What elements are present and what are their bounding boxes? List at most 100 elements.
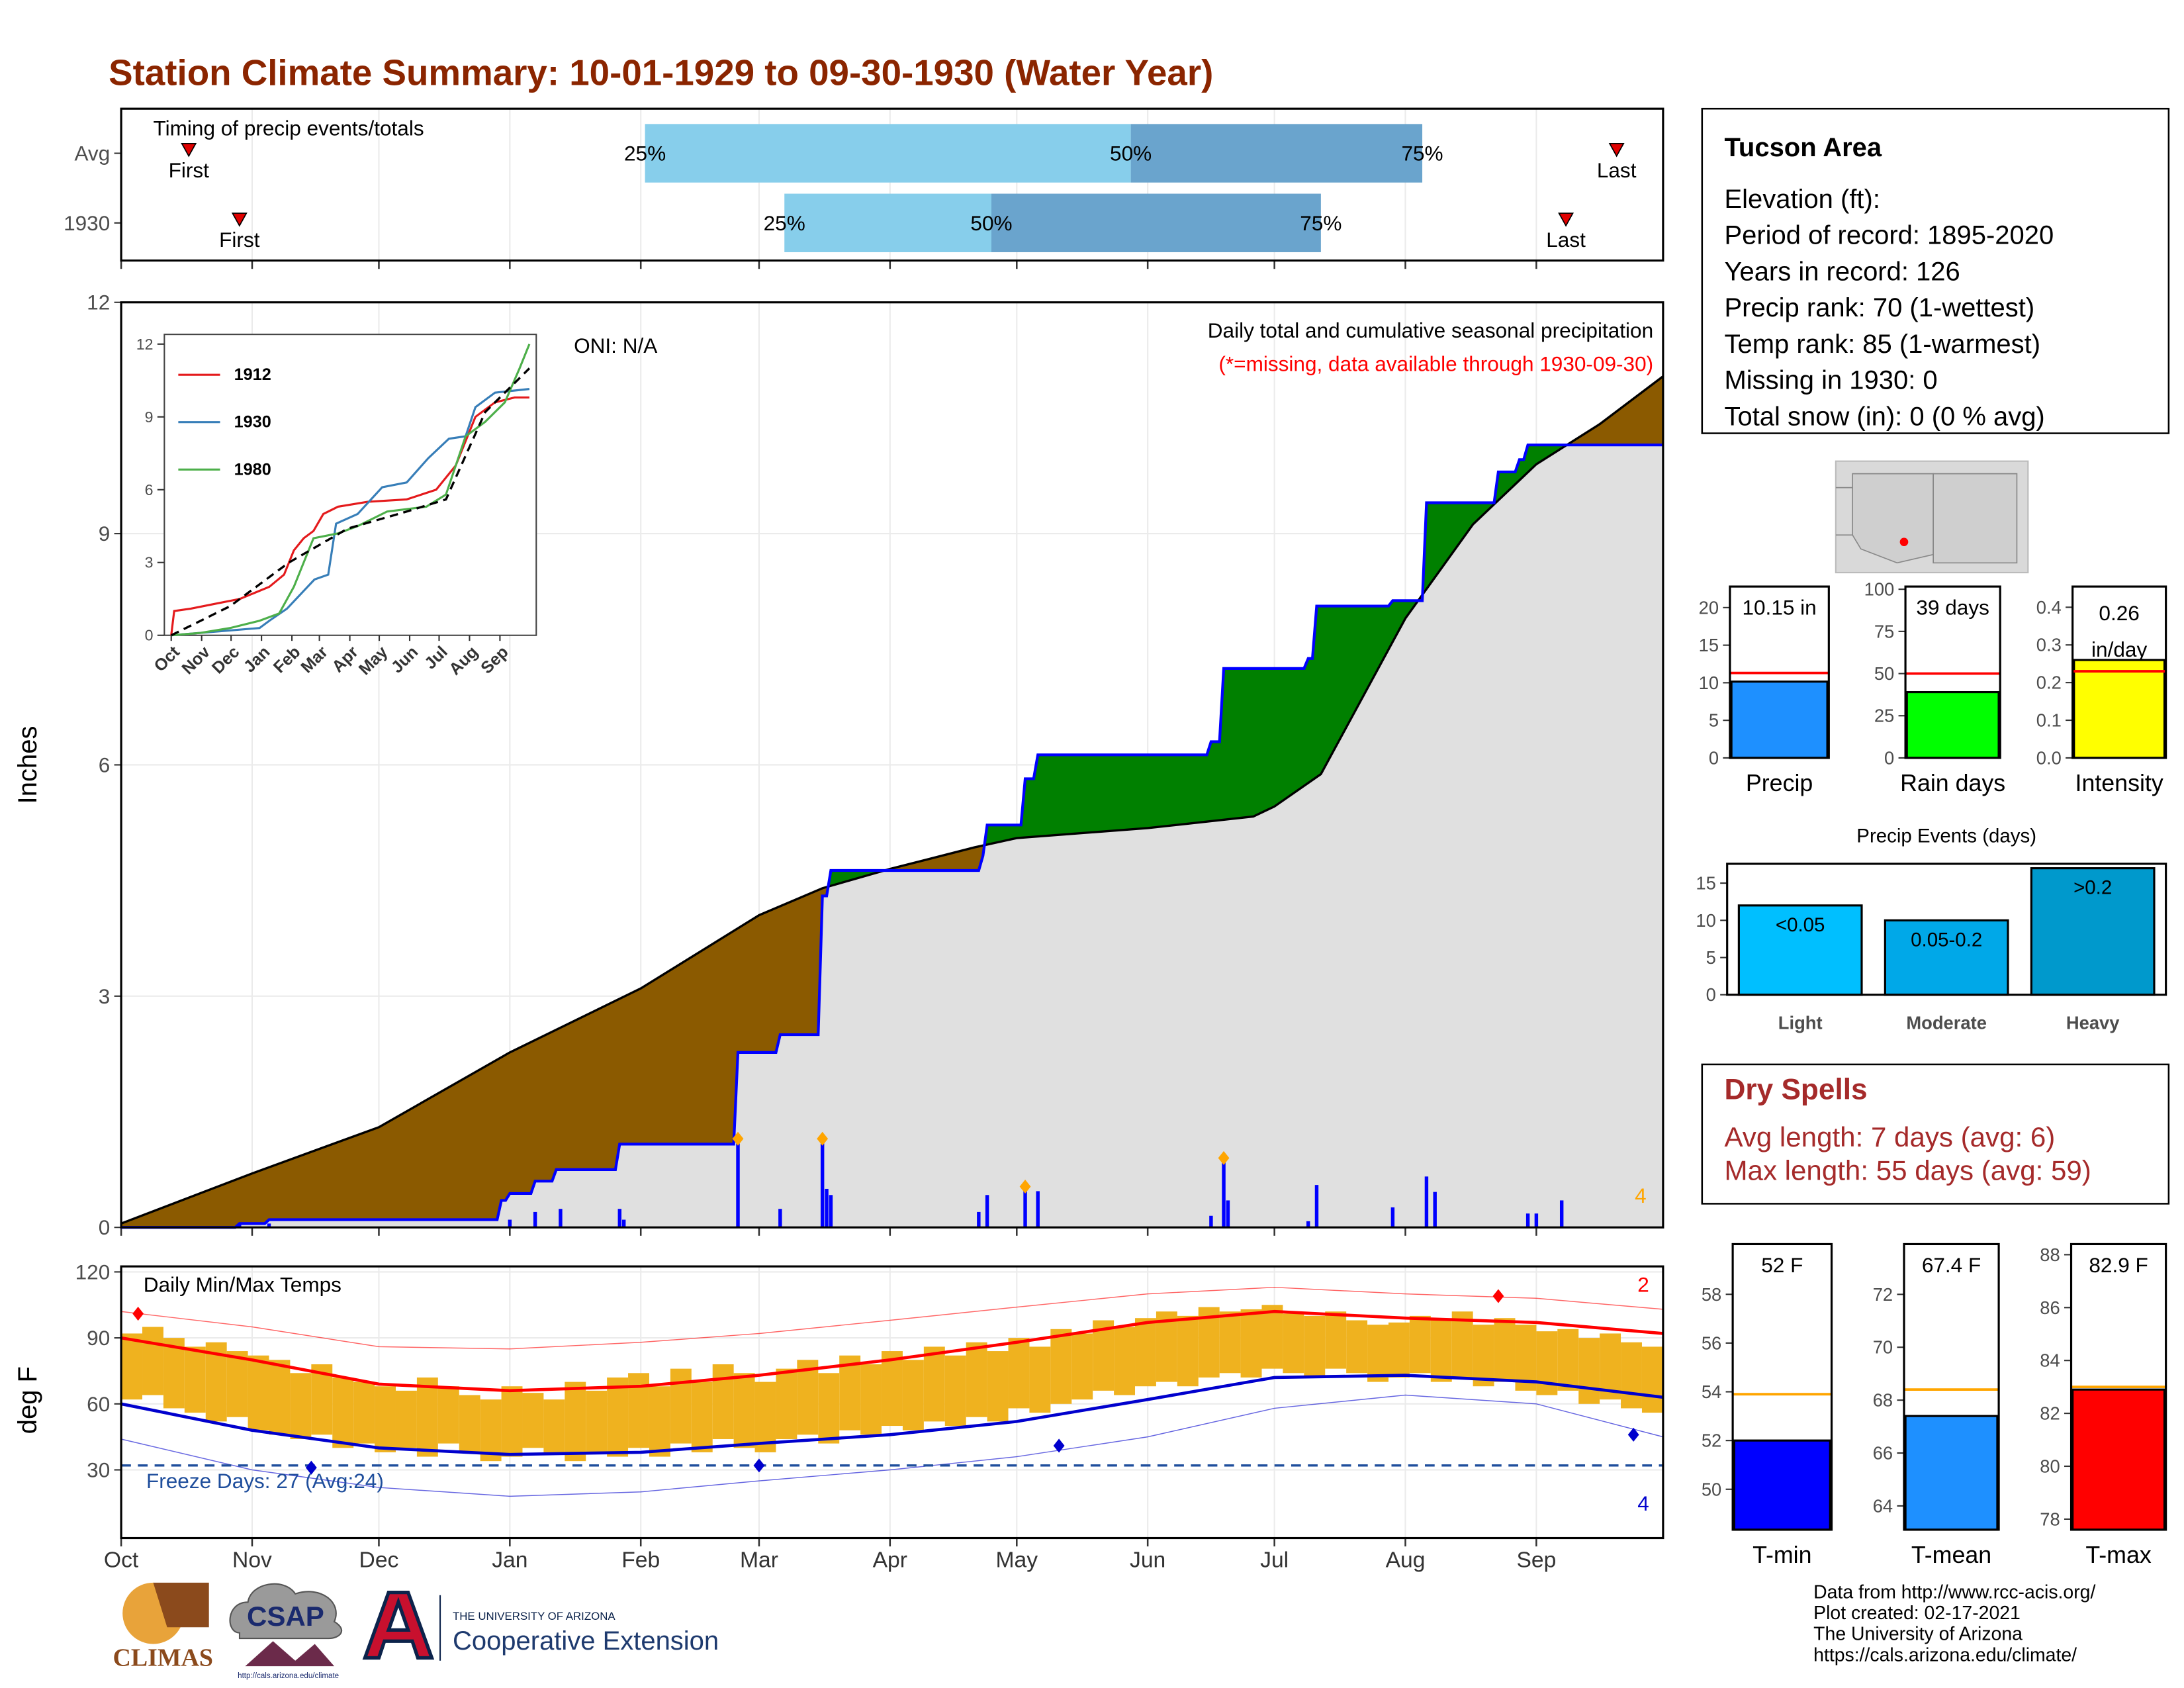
- daily-temp-bar: [691, 1382, 713, 1452]
- daily-temp-bar: [1050, 1329, 1072, 1404]
- y-tick-label: 6: [145, 481, 154, 498]
- timing-title: Timing of precip events/totals: [154, 117, 424, 140]
- daily-temp-bar: [1219, 1311, 1241, 1374]
- daily-temp-bar: [1641, 1346, 1663, 1413]
- quartile-label: 50%: [970, 211, 1012, 235]
- y-tick-label: 15: [1699, 635, 1719, 655]
- daily-temp-bar: [712, 1364, 734, 1439]
- y-tick-label: 78: [2040, 1509, 2060, 1529]
- freeze-label: Freeze Days: 27 (Avg:24): [146, 1469, 384, 1493]
- daily-temp-bar: [416, 1377, 438, 1457]
- daily-precip-bar: [1209, 1215, 1213, 1228]
- daily-temp-bar: [1135, 1318, 1156, 1387]
- legend-label: 1980: [234, 460, 271, 479]
- climas-logo-text: CLIMAS: [113, 1644, 213, 1672]
- daily-precip-bar: [1306, 1221, 1310, 1228]
- bar-border: [1729, 585, 1830, 759]
- daily-precip-bar: [267, 1223, 271, 1228]
- y-tick-label: 90: [87, 1326, 110, 1350]
- x-tick-label: May: [995, 1548, 1038, 1573]
- info-lines: Elevation (ft): Period of record: 1895-20…: [1724, 185, 2054, 431]
- csap-cloud: [229, 1583, 343, 1640]
- daily-temp-bar: [839, 1355, 861, 1430]
- category-label: T-min: [1752, 1542, 1811, 1568]
- daily-precip-bar: [1036, 1191, 1040, 1228]
- bar: [1884, 919, 2009, 996]
- daily-temp-bar: [1177, 1315, 1199, 1387]
- daily-precip-bar: [977, 1211, 981, 1228]
- info-line: Years in record: 126: [1724, 257, 1960, 286]
- record-low-marker: [753, 1458, 765, 1473]
- y-tick-label: 66: [1873, 1443, 1893, 1464]
- value-label: 39 days: [1916, 596, 1989, 620]
- x-tick-label: Jul: [1260, 1548, 1289, 1573]
- y-tick-label: 70: [1873, 1337, 1893, 1358]
- credit-line: Data from http://www.rcc-acis.org/: [1813, 1582, 2095, 1603]
- category-label: Moderate: [1906, 1012, 1987, 1033]
- daily-temp-bar: [818, 1373, 840, 1444]
- y-tick-label: 64: [1873, 1495, 1893, 1516]
- category-label: Intensity: [2075, 770, 2163, 796]
- daily-temp-bar: [987, 1351, 1009, 1422]
- y-tick-label: 6: [99, 753, 111, 776]
- top-event-marker: [732, 1131, 744, 1146]
- record-min-line: [120, 1394, 1664, 1497]
- daily-precip-bar: [1424, 1176, 1429, 1228]
- observed-cumulative-line: [121, 444, 1663, 1229]
- quartile-label: 75%: [1401, 142, 1443, 165]
- extension-text: Cooperative Extension: [453, 1626, 719, 1656]
- daily-precip-bar: [1559, 1200, 1564, 1228]
- daily-temp-bar: [1621, 1342, 1642, 1409]
- climas-logo-shape: [153, 1582, 209, 1628]
- daily-precip-bar: [1390, 1207, 1395, 1228]
- y-tick-label: 52: [1702, 1430, 1721, 1451]
- daily-temp-bar: [395, 1390, 417, 1448]
- daily-temp-bar: [565, 1382, 586, 1462]
- top-event-marker: [817, 1131, 829, 1146]
- map-border: [1835, 487, 1853, 536]
- y-tick-label: 9: [99, 522, 111, 545]
- daily-temp-bar: [1473, 1325, 1494, 1387]
- csap-logo-text: CSAP: [247, 1601, 324, 1632]
- x-tick-label: Sep: [1516, 1548, 1556, 1573]
- y-tick-label: 72: [1873, 1284, 1893, 1305]
- category-label: Precip: [1746, 770, 1813, 796]
- credits: Data from http://www.rcc-acis.org/Plot c…: [1813, 1582, 2095, 1666]
- daily-temp-bar: [607, 1377, 629, 1457]
- daily-precip-bar: [617, 1209, 622, 1228]
- x-tick-label: Apr: [873, 1548, 907, 1573]
- daily-temp-bar: [522, 1393, 544, 1448]
- daily-temp-bar: [459, 1395, 480, 1452]
- y-tick-label: 1930: [64, 211, 110, 235]
- location-map: [1835, 460, 2029, 574]
- value-label: 82.9 F: [2089, 1253, 2148, 1277]
- csap-url: http://cals.arizona.edu/climate: [238, 1672, 339, 1680]
- category-label: T-mean: [1911, 1542, 1991, 1568]
- record-low-marker: [305, 1460, 317, 1475]
- event-marker: [181, 142, 197, 158]
- csap-mountains: [245, 1641, 335, 1667]
- category-label: T-max: [2085, 1542, 2151, 1568]
- dry-spells-lines: Avg length: 7 days (avg: 6)Max length: 5…: [1724, 1121, 2091, 1186]
- daily-precip-bar: [1314, 1185, 1319, 1228]
- inset-frame: [163, 334, 537, 636]
- y-tick-label: 54: [1702, 1382, 1721, 1402]
- y-tick-label: 88: [2040, 1244, 2060, 1265]
- quartile-bar: [1130, 124, 1423, 183]
- record-high-count: 2: [1637, 1272, 1649, 1296]
- annotation: (*=missing, data available through 1930-…: [1218, 352, 1653, 375]
- daily-precip-bar: [559, 1209, 563, 1228]
- series-line: [170, 396, 529, 635]
- daily-temp-bar: [269, 1360, 291, 1435]
- info-line: Precip rank: 70 (1-wettest): [1724, 293, 2034, 322]
- annotation: ONI: N/A: [574, 334, 657, 357]
- bin-label: 0.05-0.2: [1911, 929, 1982, 951]
- record-low-count: 4: [1637, 1491, 1649, 1515]
- bar-chart-title: Precip Events (days): [1856, 825, 2036, 847]
- daily-temp-bar: [670, 1368, 692, 1444]
- bar-border: [1726, 863, 2167, 996]
- common-area: [121, 445, 1663, 1228]
- bar-border: [1903, 1243, 2000, 1531]
- daily-temp-bar: [1346, 1320, 1368, 1374]
- panel-title: Daily Min/Max Temps: [144, 1272, 341, 1296]
